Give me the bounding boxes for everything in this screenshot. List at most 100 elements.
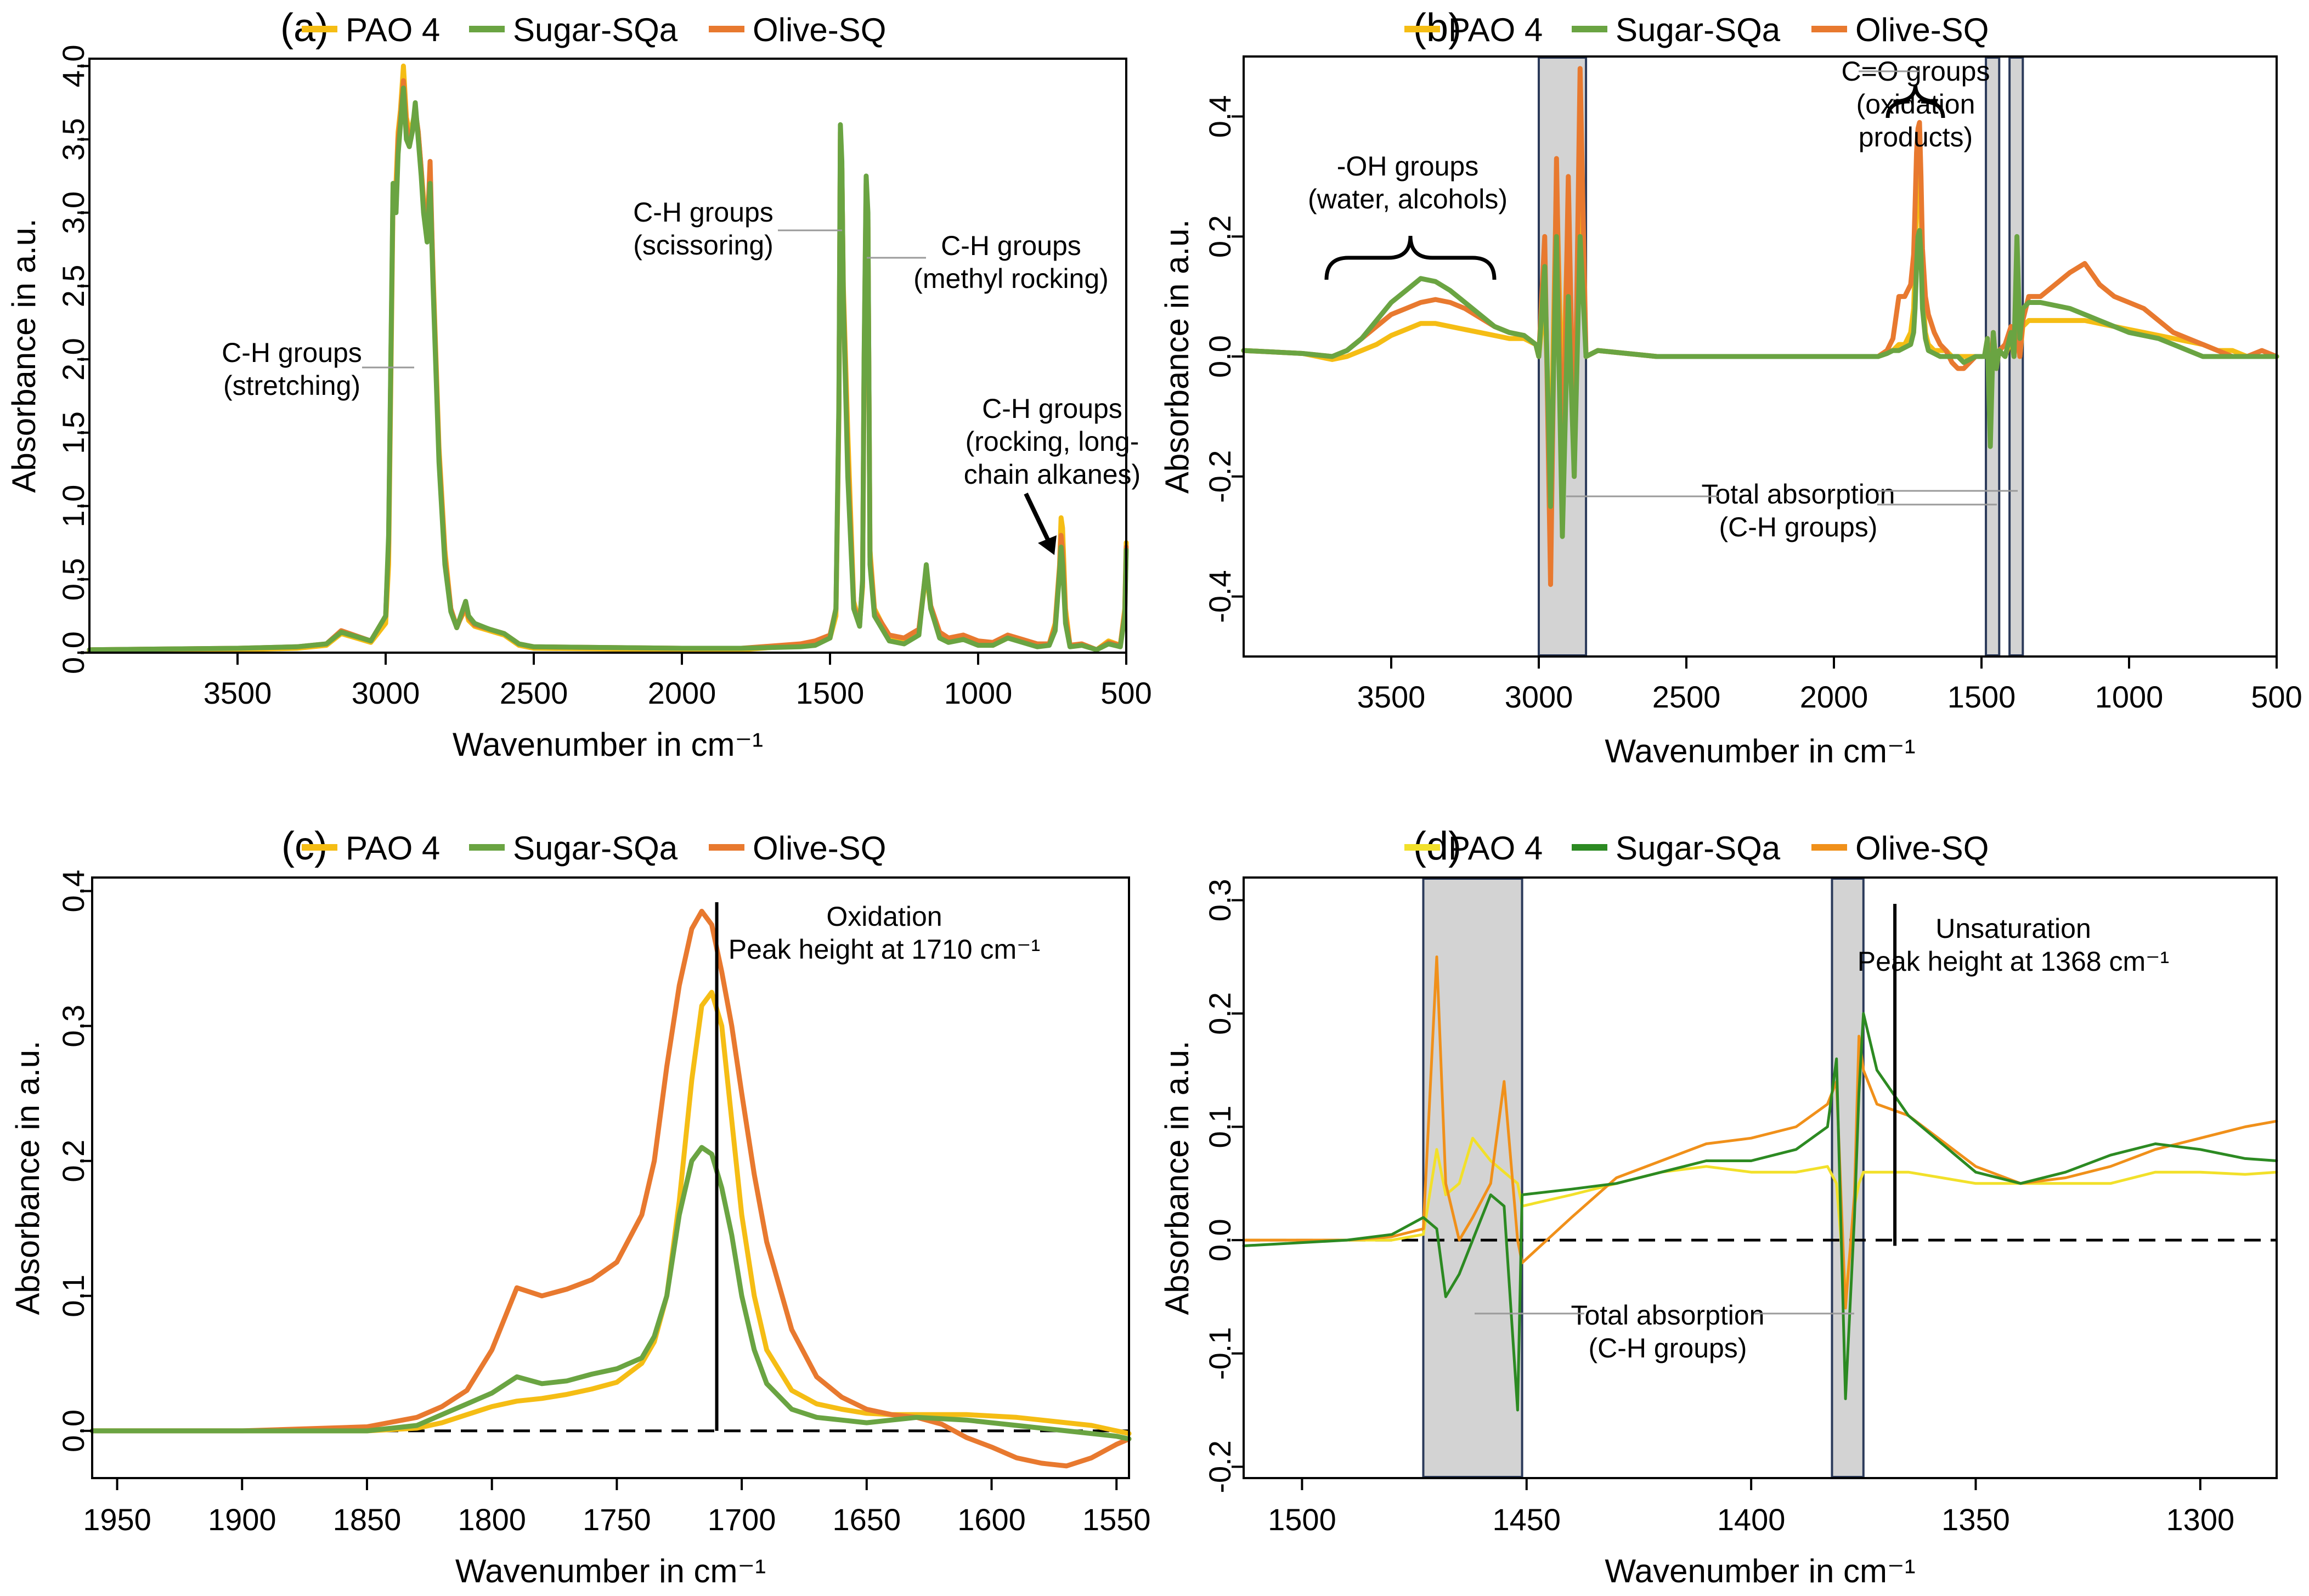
y-tick-label: 0.5 [56,558,91,601]
y-tick-label: 0.0 [1203,1219,1237,1261]
annotation-ch-long-chain: chain alkanes) [964,459,1141,490]
x-tick-label: 1800 [458,1502,526,1537]
y-tick-label: 0.4 [56,870,91,913]
annotation-oxidation: Oxidation [826,901,942,932]
legend-entry: Sugar-SQa [1616,830,1781,867]
x-tick-label: 2500 [500,676,568,710]
x-axis-label: Wavenumber in cm⁻¹ [453,726,763,763]
legend-entry: Olive-SQ [1855,830,1989,867]
x-tick-label: 1700 [708,1502,776,1537]
legend-entry: Olive-SQ [1855,12,1989,48]
x-tick-label: 1500 [1268,1502,1336,1537]
y-tick-label: 0.0 [56,631,91,674]
y-tick-label: 0.2 [56,1140,91,1182]
annotation-ch-stretching: (stretching) [223,370,360,401]
series-line-c-olive-sq [89,909,1132,1469]
x-tick-label: 3500 [204,676,272,710]
x-tick-label: 2500 [1652,680,1721,714]
annotation-brace [1885,84,1945,118]
x-tick-label: 2000 [648,676,716,710]
series-line-d-sugar-sqa [1242,1012,2278,1412]
x-axis-label: Wavenumber in cm⁻¹ [1605,1553,1915,1589]
x-axis-label: Wavenumber in cm⁻¹ [1605,733,1915,769]
x-tick-label: 3000 [352,676,420,710]
series-line-d-olive-sq [1242,955,2278,1310]
series-line-c-pao-4 [89,989,1132,1436]
x-tick-label: 1000 [944,676,1013,710]
x-tick-label: 3000 [1505,680,1573,714]
y-tick-label: 0.2 [1203,215,1237,258]
panel-c: 1950 1900 1850 1800 1750 1700 1650 1600 1550 0.0 0… [9,824,1151,1589]
legend-entry: PAO 4 [1448,12,1543,48]
annotation-ch-scissoring: C-H groups [633,197,774,228]
y-tick-label: -0.2 [1203,450,1237,503]
series-line-d-pao-4 [1242,1136,2278,1298]
annotation-brace [1324,235,1497,280]
x-tick-label: 500 [1100,676,1151,710]
y-tick-label: 3.5 [56,118,91,161]
legend-entry: Olive-SQ [753,830,886,867]
y-tick-label: 0.0 [1203,335,1237,378]
legend-entry: PAO 4 [346,12,440,48]
series-line-a-sugar-sqa [87,86,1129,653]
y-tick-label: -0.4 [1203,570,1237,623]
x-tick-label: 1350 [1941,1502,2010,1537]
x-axis-label: Wavenumber in cm⁻¹ [455,1553,766,1589]
y-tick-label: 0.2 [1203,992,1237,1035]
x-tick-label: 2000 [1800,680,1868,714]
x-tick-label: 1850 [333,1502,402,1537]
y-axis-label: Absorbance in a.u. [1159,219,1195,494]
legend-entry: PAO 4 [1448,830,1543,867]
y-tick-label: 1.5 [56,411,91,454]
annotation-oxidation: Peak height at 1710 cm⁻¹ [729,934,1040,965]
x-tick-label: 1650 [833,1502,901,1537]
annotation-arrow [1024,493,1051,543]
x-tick-label: 1750 [583,1502,651,1537]
y-axis-label: Absorbance in a.u. [5,218,42,493]
annotation-total-absorption: (C-H groups) [1589,1333,1747,1363]
y-tick-label: 1.0 [56,485,91,528]
annotation-ch-long-chain: (rocking, long- [966,426,1139,457]
x-tick-label: 1300 [2166,1502,2235,1537]
y-tick-label: 0.3 [1203,879,1237,921]
panel-d: 1500 1450 1400 1350 1300 -0.2 -0.1 0.0 0.1 0.2 0.3… [1159,824,2278,1589]
annotation-total-absorption: Total absorption [1571,1300,1764,1331]
legend-entry: Sugar-SQa [1616,12,1781,48]
series-line-b-sugar-sqa [1241,228,2279,539]
y-tick-label: 2.5 [56,265,91,308]
panel-a: 3500 3000 2500 2000 1500 1000 500 0.0 0.5 1.0 1.5 2… [5,6,1152,763]
plot-frame-a [88,58,1127,654]
plot-frame-c [91,876,1130,1479]
annotation-oh-groups: (water, alcohols) [1308,184,1508,214]
annotation-ch-long-chain: C-H groups [982,393,1122,424]
x-tick-label: 1450 [1492,1502,1561,1537]
y-tick-label: 3.0 [56,191,91,234]
legend-entry: Sugar-SQa [513,830,678,867]
y-tick-label: -0.2 [1203,1440,1237,1493]
x-tick-label: 1500 [1947,680,2016,714]
legend-entry: Sugar-SQa [513,12,678,48]
annotation-total-absorption: Total absorption [1701,479,1895,510]
annotation-oh-groups: -OH groups [1337,151,1478,182]
y-axis-label: Absorbance in a.u. [1159,1040,1195,1315]
annotation-co-groups: products) [1859,122,1973,152]
x-tick-label: 500 [2251,680,2302,714]
x-tick-label: 1000 [2095,680,2164,714]
x-tick-label: 1600 [957,1502,1026,1537]
y-tick-label: 0.1 [56,1275,91,1317]
annotation-ch-stretching: C-H groups [222,337,362,368]
y-axis-label: Absorbance in a.u. [9,1040,46,1315]
annotation-ch-methyl-rocking: C-H groups [941,230,1081,261]
plot-frame-d [1243,876,2278,1479]
panel-b: 3500 3000 2500 2000 1500 1000 500 -0.4 -0.2 0.0 0.… [1159,6,2302,769]
x-tick-label: 1500 [796,676,865,710]
x-tick-label: 3500 [1357,680,1426,714]
legend-entry: PAO 4 [346,830,440,867]
x-tick-label: 1950 [83,1502,151,1537]
y-tick-label: 0.1 [1203,1106,1237,1148]
annotation-ch-methyl-rocking: (methyl rocking) [913,263,1109,294]
annotation-unsaturation: Unsaturation [1935,913,2091,944]
x-tick-label: 1550 [1082,1502,1151,1537]
y-tick-label: 0.3 [56,1005,91,1048]
